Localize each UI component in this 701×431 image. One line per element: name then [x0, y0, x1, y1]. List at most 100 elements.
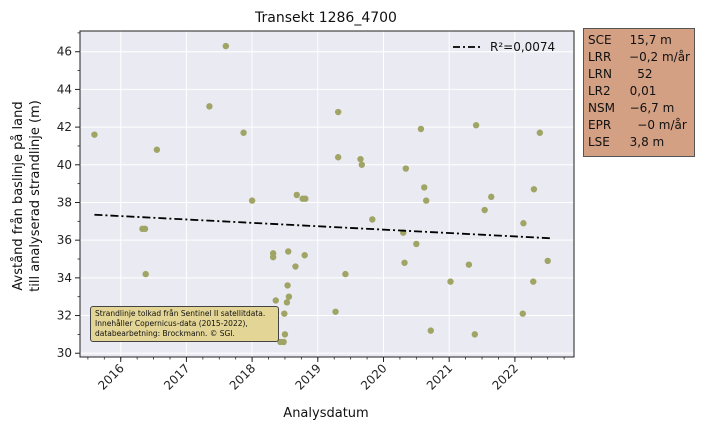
stat-row-epr: EPR −0 m/år — [588, 117, 690, 134]
data-point — [281, 331, 289, 338]
data-point — [471, 331, 479, 338]
data-point — [280, 338, 287, 346]
x-tick-label: 2016 — [95, 361, 126, 392]
y-axis-label-line-1: Avstånd från baslinje på land — [11, 101, 26, 290]
chart-title: Transekt 1286_4700 — [254, 10, 397, 26]
data-point — [488, 193, 495, 201]
data-point — [285, 293, 293, 300]
data-point — [342, 270, 349, 278]
data-point — [481, 206, 488, 214]
data-point — [293, 191, 300, 199]
data-point — [357, 155, 364, 163]
stat-key: LRN — [588, 67, 612, 81]
legend-line-swatch — [453, 46, 483, 48]
y-axis-label-line-2: till analyserad strandlinje (m) — [28, 100, 43, 292]
data-point — [142, 270, 149, 278]
data-point — [401, 259, 408, 266]
legend: R²=0,0074 — [452, 40, 555, 54]
y-axis-ticks: 30 32 34 36 38 40 42 44 46 — [57, 32, 80, 360]
data-point — [402, 165, 410, 172]
x-tick-label: 2021 — [424, 361, 455, 392]
data-points — [91, 42, 551, 346]
data-point — [530, 186, 538, 193]
data-point — [427, 327, 434, 334]
statistics-box: SCE 15,7 m LRR −0,2 m/år LRN 52 LR2 0,01 NSM… — [583, 28, 695, 157]
x-tick-label: 2019 — [292, 361, 323, 392]
stat-key: EPR — [588, 118, 612, 132]
stat-row-lr2: LR2 0,01 — [588, 83, 690, 100]
data-point — [417, 125, 425, 133]
axes — [79, 30, 575, 358]
stat-key: LRR — [588, 50, 612, 64]
stat-row-sce: SCE 15,7 m — [588, 32, 690, 49]
stat-value: −6,7 m — [622, 101, 675, 115]
stat-row-lrr: LRR −0,2 m/år — [588, 49, 690, 66]
data-point — [334, 154, 342, 161]
data-point — [465, 261, 473, 268]
stat-value: 3,8 m — [622, 135, 665, 149]
data-point — [519, 310, 526, 317]
data-point — [269, 253, 277, 261]
data-point — [536, 129, 544, 136]
credit-line-2: Innehåller Copernicus-data (2015-2022), — [95, 319, 248, 328]
stat-key: SCE — [588, 33, 612, 47]
y-tick-label: 34 — [57, 271, 72, 285]
data-point — [240, 129, 247, 136]
data-point — [283, 299, 291, 306]
data-point — [272, 297, 279, 304]
data-point — [332, 308, 339, 315]
data-point — [369, 216, 376, 223]
trend-line — [94, 213, 552, 240]
data-point — [284, 282, 291, 289]
data-point — [285, 248, 292, 255]
y-tick-label: 44 — [57, 82, 72, 96]
data-point — [91, 131, 98, 138]
y-tick-label: 46 — [57, 45, 72, 59]
x-tick-label: 2017 — [161, 361, 192, 392]
legend-label: R²=0,0074 — [490, 40, 556, 54]
stat-value: 52 — [622, 67, 653, 81]
stat-row-nsm: NSM −6,7 m — [588, 100, 690, 117]
stat-key: LSE — [588, 135, 610, 149]
stat-value: −0 m/år — [622, 118, 687, 132]
stat-value: −0,2 m/år — [621, 50, 690, 64]
x-axis-ticks: 2016 2017 2018 2019 2020 2021 2022 — [87, 357, 565, 393]
data-point — [222, 42, 230, 50]
data-point — [301, 252, 308, 259]
data-point — [302, 195, 309, 202]
y-tick-label: 38 — [57, 195, 72, 209]
stat-row-lrn: LRN 52 — [588, 66, 690, 83]
y-tick-label: 32 — [57, 309, 72, 323]
plot-frame — [79, 30, 575, 358]
data-point — [334, 108, 342, 116]
data-point — [520, 220, 527, 227]
data-point — [544, 257, 551, 265]
data-point — [472, 122, 480, 129]
x-tick-label: 2022 — [489, 361, 520, 392]
data-point — [206, 103, 213, 110]
data-point — [530, 278, 537, 285]
data-point — [153, 146, 161, 153]
y-tick-label: 30 — [57, 346, 72, 360]
data-point — [422, 197, 430, 204]
x-tick-label: 2018 — [227, 361, 258, 392]
data-point — [358, 161, 366, 168]
x-axis-label: Analysdatum — [283, 406, 368, 421]
credit-box: Strandlinje tolkad från Sentinel II sate… — [90, 306, 279, 342]
y-tick-label: 40 — [57, 158, 72, 172]
data-point — [413, 240, 420, 248]
data-point — [447, 278, 454, 285]
stat-value: 15,7 m — [622, 33, 672, 47]
trend-line-path — [94, 213, 552, 240]
data-point — [141, 225, 149, 233]
credit-line-1: Strandlinje tolkad från Sentinel II sate… — [95, 309, 266, 318]
x-tick-label: 2020 — [358, 361, 389, 392]
data-point — [248, 197, 256, 204]
stat-row-lse: LSE 3,8 m — [588, 134, 690, 151]
y-tick-label: 36 — [57, 233, 72, 247]
data-point — [421, 184, 428, 191]
data-point — [292, 263, 299, 270]
stat-value: 0,01 — [622, 84, 657, 98]
credit-line-3: databearbetning: Brockmann. © SGI. — [95, 329, 235, 338]
